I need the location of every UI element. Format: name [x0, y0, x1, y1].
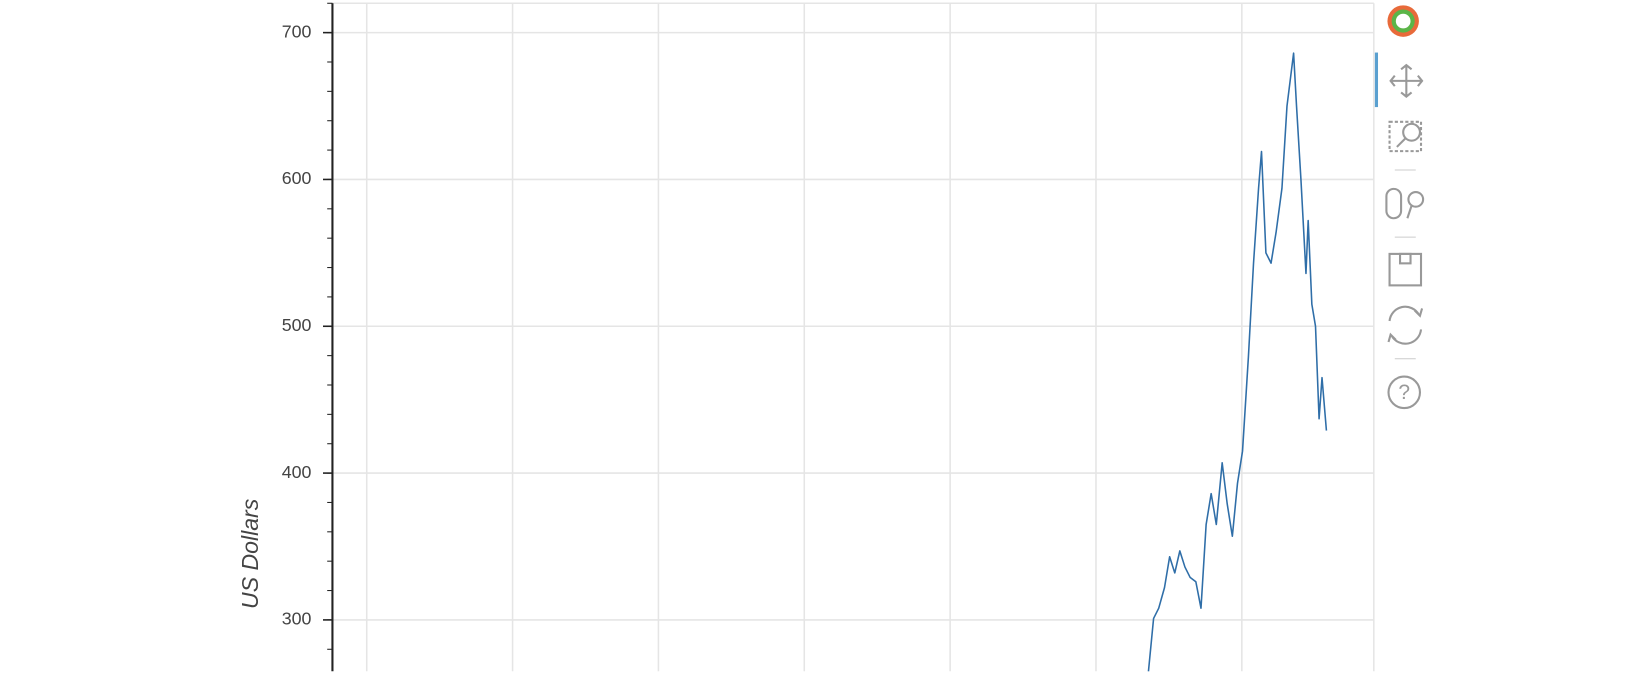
y-tick-label: 600 [282, 168, 312, 188]
y-tick-label: 300 [282, 609, 312, 629]
y-tick-label: 500 [282, 315, 312, 335]
svg-text:?: ? [1398, 381, 1410, 404]
y-axis-label: US Dollars [237, 498, 263, 609]
price-line [1147, 52, 1328, 672]
active-indicator [1374, 52, 1379, 108]
bokeh-logo [1387, 5, 1419, 37]
reset-tool[interactable] [1387, 305, 1424, 345]
y-tick-label: 400 [282, 462, 312, 482]
save-tool[interactable] [1388, 252, 1423, 287]
pan-tool[interactable] [1389, 63, 1424, 98]
help-tool[interactable]: ? [1387, 375, 1422, 410]
wheel-zoom-tool[interactable] [1385, 187, 1425, 220]
toolbar: ? [1374, 5, 1425, 410]
plot: 300 400 500 600 700 [282, 2, 1375, 672]
y-tick-label: 700 [282, 21, 312, 41]
box-zoom-tool[interactable] [1388, 120, 1423, 153]
